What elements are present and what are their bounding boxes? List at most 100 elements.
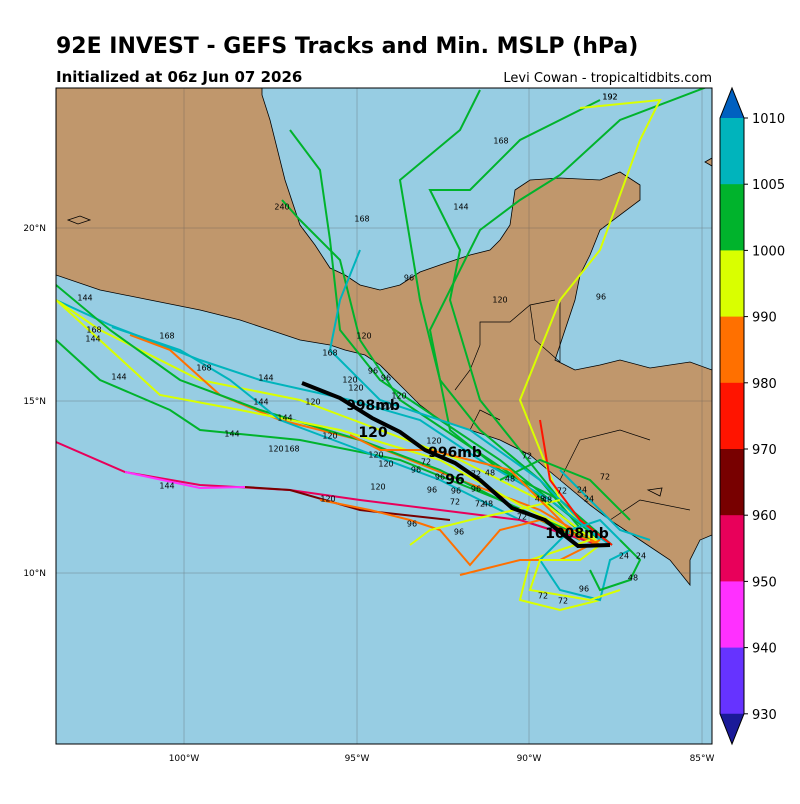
hour-label: 24: [584, 495, 594, 504]
map-frame: [55, 87, 713, 745]
borders: [454, 299, 691, 521]
colorbar-segment: [720, 382, 744, 450]
member-track: [499, 458, 631, 521]
subtitle: Initialized at 06z Jun 07 2026: [56, 68, 302, 86]
member-track: [589, 539, 642, 592]
mean-track-label: 1008mb: [545, 526, 609, 542]
member-track: [538, 518, 631, 602]
hour-label: 96: [451, 487, 461, 496]
colorbar-segment: [720, 316, 744, 384]
member-track: [539, 419, 613, 546]
hour-label: 72: [450, 498, 460, 507]
hour-label: 96: [407, 520, 417, 529]
member-track: [281, 199, 591, 541]
hour-label: 72: [600, 473, 610, 482]
colorbar-segment: [720, 449, 744, 516]
hour-label: 144: [253, 398, 268, 407]
colorbar-segment: [720, 647, 744, 715]
map: 998mb120996mb961008mb1921921682401681449…: [9, 88, 712, 744]
member-track: [349, 434, 581, 541]
hour-label: 96: [454, 528, 464, 537]
hour-label: 240: [274, 203, 289, 212]
hour-label: 72: [475, 500, 485, 509]
hour-label: 120: [305, 398, 320, 407]
hour-label: 24: [636, 552, 646, 561]
hour-label: 72: [558, 597, 568, 606]
hour-label: 96: [368, 367, 378, 376]
colorbar: 1010 1005 1000 990 980 970 960 950 940 930: [719, 86, 785, 746]
colorbar-segment: [720, 118, 744, 185]
hour-label: 24: [619, 552, 629, 561]
hour-label: 120: [378, 460, 393, 469]
lon-label: 95°W: [345, 754, 370, 764]
colorbar-segment: [720, 581, 744, 649]
hour-label: 144: [85, 335, 100, 344]
member-track: [518, 539, 601, 612]
hour-label: 168: [86, 326, 101, 335]
colorbar-segment: [720, 184, 744, 251]
mean-track-label: 998mb: [346, 398, 400, 414]
hour-label: 72: [522, 452, 532, 461]
credit: Levi Cowan - tropicaltidbits.com: [503, 71, 712, 86]
lat-label: 15°N: [23, 397, 46, 407]
hour-label: 120: [348, 384, 363, 393]
hour-label: 120: [426, 437, 441, 446]
hour-label: 120: [322, 432, 337, 441]
hour-label: 72: [471, 470, 481, 479]
colorbar-tick-label: 950: [752, 575, 777, 590]
colorbar-over: [720, 88, 744, 118]
hour-label: 144: [111, 373, 126, 382]
hour-label: 144: [453, 203, 468, 212]
hour-label: 72: [557, 487, 567, 496]
hour-label: 120: [268, 445, 283, 454]
hour-label: 72: [421, 458, 431, 467]
hour-label: 48: [535, 495, 545, 504]
hour-label: 168: [284, 445, 299, 454]
hour-label: 120: [376, 402, 391, 411]
hour-label: 72: [538, 592, 548, 601]
member-track: [319, 499, 601, 567]
hour-label: 96: [435, 473, 445, 482]
hour-label: 48: [542, 496, 552, 505]
hour-label: 120: [391, 392, 406, 401]
member-track: [459, 539, 601, 576]
colorbar-under: [720, 713, 744, 744]
member-track: [289, 129, 601, 541]
hour-label: 144: [277, 414, 292, 423]
hour-label: 120: [370, 483, 385, 492]
hour-label: 120: [320, 495, 335, 504]
member-track: [129, 334, 601, 546]
lat-label: 10°N: [23, 569, 46, 579]
hour-label: 96: [579, 585, 589, 594]
colorbar-tick-label: 1005: [752, 178, 785, 193]
hour-label: 96: [471, 485, 481, 494]
hour-label: 120: [368, 451, 383, 460]
hour-label: 96: [427, 486, 437, 495]
hour-label: 168: [9, 313, 24, 322]
member-track: [328, 249, 601, 541]
member-track: [111, 326, 601, 546]
member-track: [528, 544, 621, 602]
lat-label: 20°N: [23, 224, 46, 234]
hour-label: 168: [322, 349, 337, 358]
member-track: [56, 299, 601, 546]
hour-label: 96: [381, 374, 391, 383]
hour-label: 72: [517, 513, 527, 522]
hour-label: 144: [77, 294, 92, 303]
hour-labels: 998mb120996mb961008mb1921921682401681449…: [9, 93, 646, 606]
colorbar-tick-label: 1000: [752, 244, 785, 259]
hour-label: 48: [485, 469, 495, 478]
hour-label: 96: [411, 466, 421, 475]
title: 92E INVEST - GEFS Tracks and Min. MSLP (…: [56, 34, 638, 59]
hour-label: 48: [483, 500, 493, 509]
colorbar-tick-label: 930: [752, 708, 777, 723]
island: [66, 157, 712, 497]
colorbar-segment: [720, 515, 744, 582]
hour-label: 96: [404, 274, 414, 283]
member-track: [559, 469, 651, 541]
hour-label: 120: [492, 296, 507, 305]
hour-label: 96: [596, 293, 606, 302]
mean-track-label: 120: [358, 425, 387, 441]
